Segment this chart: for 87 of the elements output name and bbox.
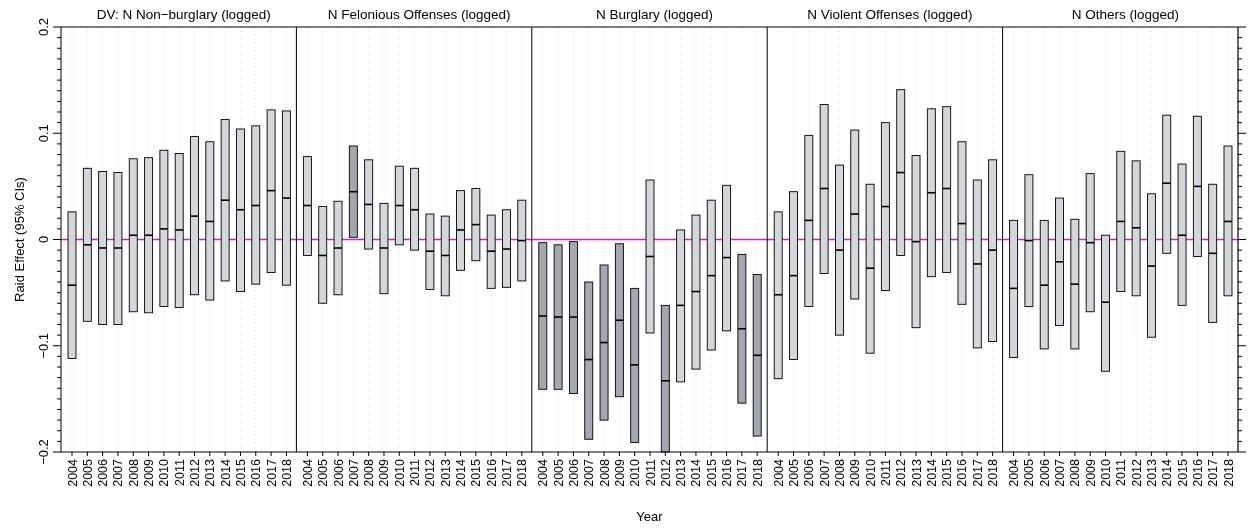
x-tick-label: 2008 (126, 458, 141, 487)
x-tick-label: 2004 (1007, 458, 1022, 487)
x-tick-label: 2014 (1160, 458, 1175, 487)
x-tick-label: 2010 (157, 458, 172, 487)
x-tick-label: 2011 (172, 458, 187, 486)
x-tick-label: 2012 (423, 458, 438, 487)
x-tick-label: 2015 (1175, 458, 1190, 487)
x-tick-label: 2015 (469, 458, 484, 487)
x-tick-label: 2017 (264, 458, 279, 487)
x-tick-label: 2014 (218, 458, 233, 487)
x-tick-label: 2004 (771, 458, 786, 487)
x-tick-label: 2017 (1206, 458, 1221, 487)
x-tick-label: 2017 (499, 458, 514, 487)
x-tick-label: 2015 (233, 458, 248, 487)
x-tick-label: 2012 (188, 458, 203, 487)
x-tick-label: 2018 (515, 458, 530, 487)
x-tick-label: 2004 (536, 458, 551, 487)
x-tick-label: 2010 (1098, 458, 1113, 487)
x-tick-label: 2004 (300, 458, 315, 487)
x-tick-label: 2005 (80, 458, 95, 487)
x-tick-label: 2006 (96, 458, 111, 487)
x-tick-label: 2008 (832, 458, 847, 487)
x-tick-label: 2018 (1221, 458, 1236, 487)
x-tick-label: 2006 (1037, 458, 1052, 487)
x-tick-label: 2014 (689, 458, 704, 487)
x-axis-title: Year (636, 509, 664, 524)
x-tick-label: 2017 (735, 458, 750, 487)
x-tick-label: 2009 (848, 458, 863, 487)
x-tick-label: 2004 (65, 458, 80, 487)
x-tick-label: 2010 (863, 458, 878, 487)
x-tick-label: 2016 (955, 458, 970, 487)
x-tick-label: 2013 (674, 458, 689, 487)
x-tick-label: 2016 (1190, 458, 1205, 487)
x-tick-label: 2007 (1053, 458, 1068, 487)
x-tick-label: 2011 (408, 458, 423, 486)
y-tick-label: −0.1 (36, 332, 51, 359)
x-tick-label: 2018 (279, 458, 294, 487)
x-tick-label: 2005 (551, 458, 566, 487)
x-tick-label: 2013 (438, 458, 453, 487)
x-tick-label: 2006 (331, 458, 346, 487)
y-tick-label: 0.1 (36, 124, 51, 143)
y-tick-label: 0 (36, 235, 51, 244)
x-tick-label: 2005 (787, 458, 802, 487)
x-tick-label: 2008 (362, 458, 377, 487)
x-tick-label: 2013 (203, 458, 218, 487)
x-tick-label: 2009 (1083, 458, 1098, 487)
y-tick-label: −0.2 (36, 439, 51, 465)
x-tick-label: 2008 (1068, 458, 1083, 487)
x-tick-label: 2017 (970, 458, 985, 487)
x-tick-label: 2009 (612, 458, 627, 487)
x-tick-label: 2015 (940, 458, 955, 487)
x-tick-label: 2009 (142, 458, 157, 487)
x-tick-label: 2007 (582, 458, 597, 487)
chart-title: N Burglary (logged) (595, 7, 714, 22)
x-tick-label: 2008 (597, 458, 612, 487)
x-tick-label: 2011 (1114, 458, 1129, 486)
x-tick-label: 2014 (924, 458, 939, 487)
chart-title: N Felonious Offenses (logged) (327, 7, 511, 22)
x-tick-label: 2018 (986, 458, 1001, 487)
x-tick-label: 2016 (720, 458, 735, 487)
x-tick-label: 2005 (1022, 458, 1037, 487)
x-tick-label: 2010 (392, 458, 407, 487)
x-tick-label: 2011 (643, 458, 658, 486)
x-tick-label: 2012 (894, 458, 909, 487)
x-tick-label: 2007 (346, 458, 361, 487)
x-tick-label: 2005 (316, 458, 331, 487)
y-axis-title: Raid Effect (95% CIs) (12, 177, 27, 302)
x-tick-label: 2010 (628, 458, 643, 487)
chart-title: N Others (logged) (1071, 7, 1179, 22)
x-tick-label: 2018 (750, 458, 765, 487)
x-tick-label: 2016 (484, 458, 499, 487)
x-tick-label: 2009 (377, 458, 392, 487)
x-tick-label: 2012 (1129, 458, 1144, 487)
chart-title: N Violent Offenses (logged) (807, 7, 973, 22)
x-tick-label: 2006 (802, 458, 817, 487)
x-tick-label: 2006 (566, 458, 581, 487)
x-tick-label: 2015 (704, 458, 719, 487)
x-tick-label: 2013 (909, 458, 924, 487)
x-tick-label: 2014 (454, 458, 469, 487)
x-tick-label: 2013 (1144, 458, 1159, 487)
x-tick-label: 2007 (111, 458, 126, 487)
x-tick-label: 2007 (817, 458, 832, 487)
y-tick-label: 0.2 (36, 17, 51, 37)
chart-title: DV: N Non−burglary (logged) (96, 7, 271, 22)
x-tick-label: 2016 (249, 458, 264, 487)
x-tick-label: 2012 (658, 458, 673, 487)
x-tick-label: 2011 (878, 458, 893, 486)
